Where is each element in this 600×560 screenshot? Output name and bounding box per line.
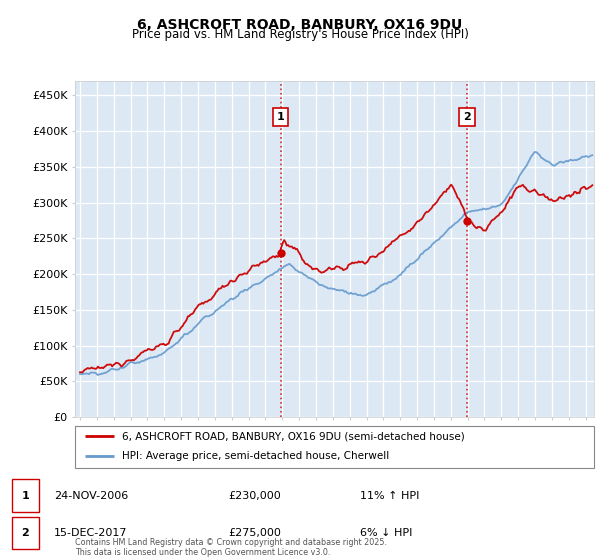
Text: 11% ↑ HPI: 11% ↑ HPI — [360, 491, 419, 501]
Text: HPI: Average price, semi-detached house, Cherwell: HPI: Average price, semi-detached house,… — [122, 451, 389, 461]
Text: 6, ASHCROFT ROAD, BANBURY, OX16 9DU: 6, ASHCROFT ROAD, BANBURY, OX16 9DU — [137, 18, 463, 32]
Text: 15-DEC-2017: 15-DEC-2017 — [54, 528, 128, 538]
Text: 6% ↓ HPI: 6% ↓ HPI — [360, 528, 412, 538]
Text: 1: 1 — [277, 112, 284, 122]
Text: Contains HM Land Registry data © Crown copyright and database right 2025.
This d: Contains HM Land Registry data © Crown c… — [75, 538, 387, 557]
Text: £230,000: £230,000 — [228, 491, 281, 501]
Text: Price paid vs. HM Land Registry's House Price Index (HPI): Price paid vs. HM Land Registry's House … — [131, 28, 469, 41]
Text: 2: 2 — [463, 112, 471, 122]
Text: £275,000: £275,000 — [228, 528, 281, 538]
Text: 24-NOV-2006: 24-NOV-2006 — [54, 491, 128, 501]
Text: 1: 1 — [22, 491, 29, 501]
Text: 2: 2 — [22, 528, 29, 538]
Text: 6, ASHCROFT ROAD, BANBURY, OX16 9DU (semi-detached house): 6, ASHCROFT ROAD, BANBURY, OX16 9DU (sem… — [122, 431, 464, 441]
